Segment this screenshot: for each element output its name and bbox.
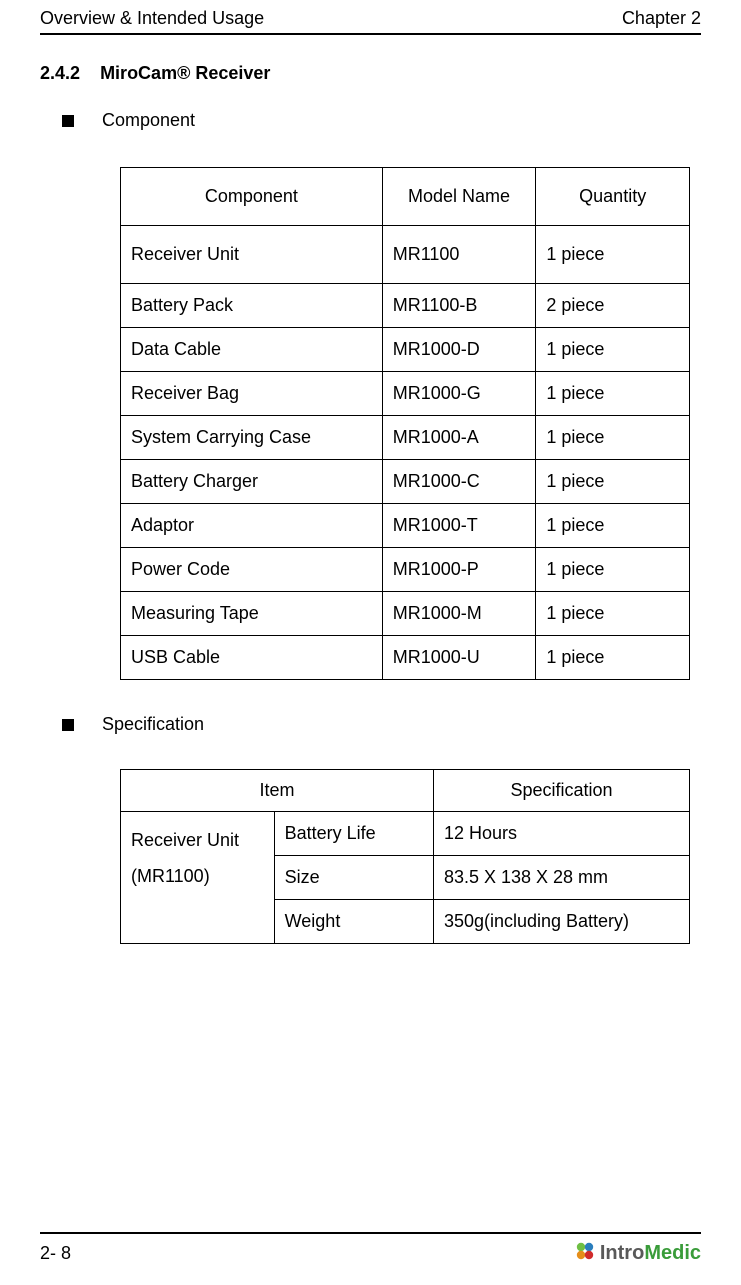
col-header-component: Component (121, 168, 383, 226)
cell-model: MR1000-P (382, 548, 536, 592)
cell-quantity: 1 piece (536, 416, 690, 460)
table-row: Adaptor MR1000-T 1 piece (121, 504, 690, 548)
cell-model: MR1000-T (382, 504, 536, 548)
group-line2: (MR1100) (131, 866, 210, 886)
cell-component: Data Cable (121, 328, 383, 372)
cell-model: MR1000-M (382, 592, 536, 636)
cell-item: Weight (274, 900, 433, 944)
table-row: Receiver Bag MR1000-G 1 piece (121, 372, 690, 416)
cell-item: Size (274, 856, 433, 900)
section-number: 2.4.2 (40, 63, 80, 83)
table-header-row: Item Specification (121, 770, 690, 812)
cell-component: Battery Charger (121, 460, 383, 504)
cell-component: Receiver Bag (121, 372, 383, 416)
square-bullet-icon (62, 115, 74, 127)
cell-component: Power Code (121, 548, 383, 592)
cell-model: MR1100-B (382, 284, 536, 328)
table-row: USB Cable MR1000-U 1 piece (121, 636, 690, 680)
cell-quantity: 1 piece (536, 636, 690, 680)
table-row: Battery Charger MR1000-C 1 piece (121, 460, 690, 504)
cell-model: MR1000-C (382, 460, 536, 504)
group-line1: Receiver Unit (131, 830, 239, 850)
footer-logo: IntroMedic (574, 1240, 701, 1267)
page-header: Overview & Intended Usage Chapter 2 (40, 0, 701, 35)
cell-model: MR1000-A (382, 416, 536, 460)
cell-group: Receiver Unit (MR1100) (121, 812, 275, 944)
clover-icon (574, 1240, 596, 1267)
cell-model: MR1000-D (382, 328, 536, 372)
cell-component: Measuring Tape (121, 592, 383, 636)
table-row: Data Cable MR1000-D 1 piece (121, 328, 690, 372)
col-header-quantity: Quantity (536, 168, 690, 226)
cell-spec: 83.5 X 138 X 28 mm (433, 856, 689, 900)
cell-component: Adaptor (121, 504, 383, 548)
cell-quantity: 1 piece (536, 548, 690, 592)
table-row: System Carrying Case MR1000-A 1 piece (121, 416, 690, 460)
cell-quantity: 1 piece (536, 592, 690, 636)
col-header-spec: Specification (433, 770, 689, 812)
header-left: Overview & Intended Usage (40, 8, 264, 29)
table-header-row: Component Model Name Quantity (121, 168, 690, 226)
cell-spec: 350g(including Battery) (433, 900, 689, 944)
component-table: Component Model Name Quantity Receiver U… (120, 167, 690, 680)
component-table-wrap: Component Model Name Quantity Receiver U… (120, 167, 690, 680)
page-footer: 2- 8 IntroMedic (40, 1232, 701, 1267)
cell-model: MR1000-G (382, 372, 536, 416)
spec-table: Item Specification Receiver Unit (MR1100… (120, 769, 690, 944)
section-title: 2.4.2 MiroCam® Receiver (40, 63, 701, 84)
header-right: Chapter 2 (622, 8, 701, 29)
table-row: Receiver Unit MR1100 1 piece (121, 226, 690, 284)
section-heading: MiroCam® Receiver (100, 63, 270, 83)
col-header-model: Model Name (382, 168, 536, 226)
table-row: Measuring Tape MR1000-M 1 piece (121, 592, 690, 636)
cell-quantity: 1 piece (536, 328, 690, 372)
cell-item: Battery Life (274, 812, 433, 856)
cell-model: MR1100 (382, 226, 536, 284)
cell-component: Receiver Unit (121, 226, 383, 284)
logo-intro: Intro (600, 1242, 644, 1264)
cell-component: USB Cable (121, 636, 383, 680)
bullet-specification: Specification (62, 714, 701, 735)
logo-medic: Medic (644, 1242, 701, 1264)
cell-spec: 12 Hours (433, 812, 689, 856)
cell-component: System Carrying Case (121, 416, 383, 460)
square-bullet-icon (62, 719, 74, 731)
table-row: Battery Pack MR1100-B 2 piece (121, 284, 690, 328)
cell-component: Battery Pack (121, 284, 383, 328)
cell-quantity: 1 piece (536, 226, 690, 284)
bullet-component: Component (62, 110, 701, 131)
cell-quantity: 2 piece (536, 284, 690, 328)
cell-quantity: 1 piece (536, 504, 690, 548)
cell-quantity: 1 piece (536, 372, 690, 416)
bullet-component-label: Component (102, 110, 195, 131)
cell-quantity: 1 piece (536, 460, 690, 504)
table-row: Power Code MR1000-P 1 piece (121, 548, 690, 592)
table-row: Receiver Unit (MR1100) Battery Life 12 H… (121, 812, 690, 856)
page-number: 2- 8 (40, 1243, 71, 1264)
logo-text: IntroMedic (600, 1242, 701, 1265)
col-header-item: Item (121, 770, 434, 812)
cell-model: MR1000-U (382, 636, 536, 680)
bullet-specification-label: Specification (102, 714, 204, 735)
spec-table-wrap: Item Specification Receiver Unit (MR1100… (120, 769, 690, 944)
